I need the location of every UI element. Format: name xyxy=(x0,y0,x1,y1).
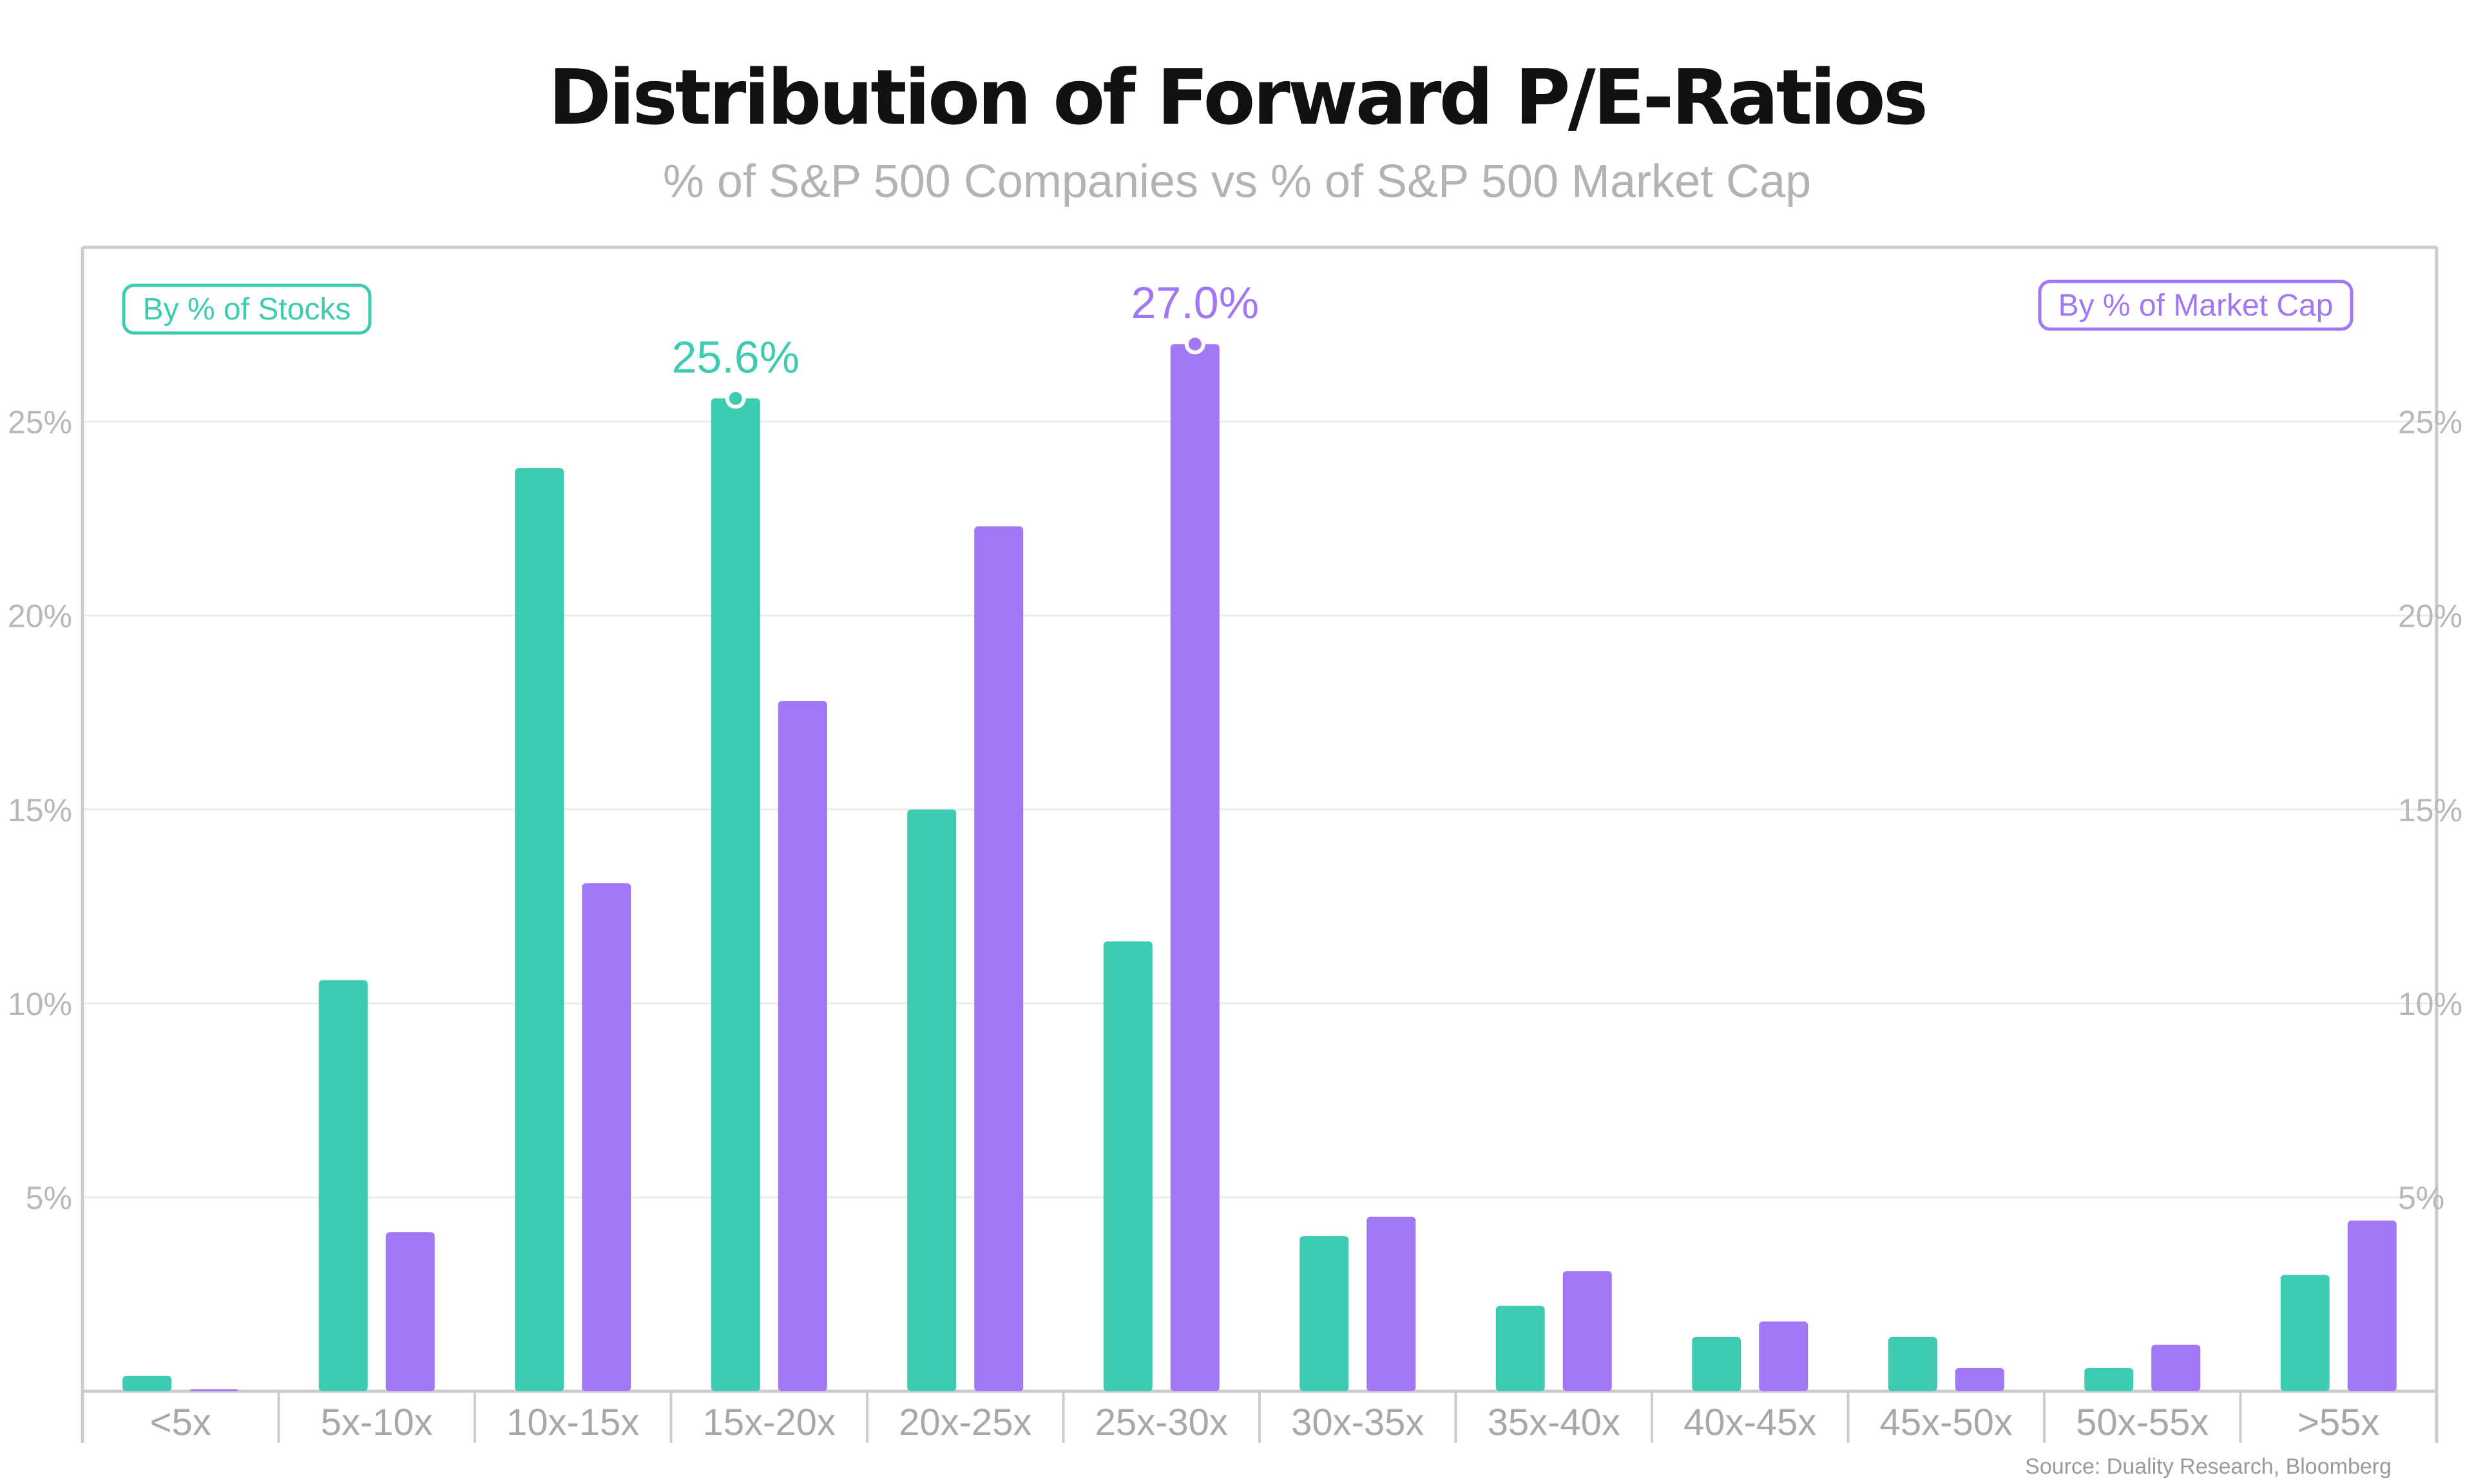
legend-stocks-box xyxy=(122,283,372,335)
bar-market-cap xyxy=(974,526,1024,1391)
bar-market-cap xyxy=(2151,1344,2201,1391)
x-category-label: 35x-40x xyxy=(1488,1402,1620,1443)
plot-frame xyxy=(81,245,2439,1443)
y-tick-label-right: 5% xyxy=(2398,1180,2444,1216)
bar-stocks xyxy=(318,980,368,1391)
bars xyxy=(122,344,2397,1391)
source-note: Source: Duality Research, Bloomberg xyxy=(2025,1454,2392,1479)
bar-stocks xyxy=(1692,1337,1741,1391)
x-category-label: 10x-15x xyxy=(506,1402,639,1443)
bar-stocks xyxy=(711,398,760,1391)
bar-market-cap xyxy=(385,1232,435,1391)
bar-market-cap xyxy=(1955,1367,2004,1391)
bar-stocks xyxy=(1103,941,1153,1391)
bar-market-cap xyxy=(1562,1271,1612,1391)
bar-stocks xyxy=(2084,1367,2134,1391)
bar-stocks xyxy=(1299,1236,1349,1391)
y-tick-label-right: 15% xyxy=(2398,792,2462,828)
annotations: 25.6% 27.0% xyxy=(672,278,1259,409)
bar-market-cap xyxy=(1759,1321,1808,1391)
legend-market-cap: By % of Market Cap xyxy=(2038,280,2354,331)
x-category-label: 50x-55x xyxy=(2076,1402,2209,1443)
chart-subtitle: % of S&P 500 Companies vs % of S&P 500 M… xyxy=(663,156,1811,207)
legend-market-cap-box xyxy=(2038,280,2354,331)
x-category-label: 15x-20x xyxy=(703,1402,836,1443)
bar-market-cap xyxy=(778,701,827,1391)
legend-market-cap-label: By % of Market Cap xyxy=(2058,289,2334,323)
bar-stocks xyxy=(515,468,564,1391)
gridlines xyxy=(82,421,2437,1199)
bar-stocks xyxy=(1495,1306,1545,1391)
y-tick-label-left: 10% xyxy=(8,986,72,1022)
y-tick-label-left: 15% xyxy=(8,792,72,828)
y-tick-label-right: 20% xyxy=(2398,598,2462,634)
bar-stocks xyxy=(2280,1275,2330,1391)
bar-market-cap xyxy=(2347,1221,2397,1391)
bar-stocks xyxy=(1888,1337,1937,1391)
annotation-marker xyxy=(725,388,746,409)
bar-stocks xyxy=(122,1375,172,1391)
x-axis-categories: <5x 5x-10x 10x-15x 15x-20x 20x-25x 25x-30x 30x… xyxy=(150,1402,2380,1443)
y-tick-label-left: 20% xyxy=(8,598,72,634)
annotation-label: 25.6% xyxy=(672,332,800,383)
bar-market-cap xyxy=(582,883,631,1391)
y-axis-ticks: 5% 5% 10% 10% 15% 15% 20% 20% 25% 25% xyxy=(8,404,2462,1216)
legend-stocks-label: By % of Stocks xyxy=(143,292,351,327)
x-category-label: 30x-35x xyxy=(1291,1402,1424,1443)
x-category-label: <5x xyxy=(150,1402,211,1443)
annotation-marker xyxy=(1184,334,1205,355)
y-tick-label-left: 25% xyxy=(8,404,72,441)
x-category-label: 45x-50x xyxy=(1880,1402,2013,1443)
x-category-label: 25x-30x xyxy=(1095,1402,1228,1443)
y-tick-label-right: 25% xyxy=(2398,404,2462,441)
x-category-label: >55x xyxy=(2297,1402,2379,1443)
x-category-label: 40x-45x xyxy=(1683,1402,1816,1443)
y-tick-label-left: 5% xyxy=(26,1180,72,1216)
chart-title: Distribution of Forward P/E-Ratios xyxy=(548,53,1926,142)
x-category-label: 5x-10x xyxy=(321,1402,433,1443)
bar-stocks xyxy=(907,809,957,1391)
bar-market-cap xyxy=(1366,1217,1416,1391)
legend-stocks: By % of Stocks xyxy=(122,283,372,335)
x-category-label: 20x-25x xyxy=(899,1402,1031,1443)
bar-market-cap xyxy=(189,1389,239,1391)
annotation-label: 27.0% xyxy=(1131,278,1259,328)
bar-market-cap xyxy=(1170,344,1220,1391)
y-tick-label-right: 10% xyxy=(2398,986,2462,1022)
